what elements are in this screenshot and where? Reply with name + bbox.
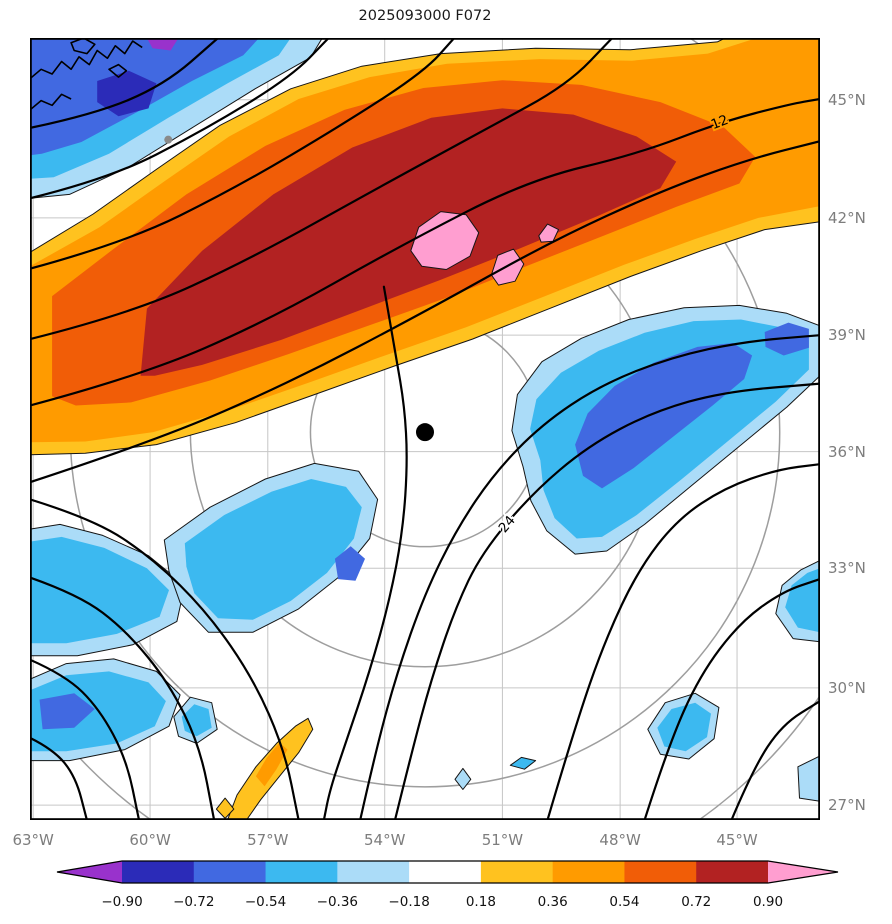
contour-line [730, 700, 820, 820]
colorbar-segment-white [409, 861, 482, 883]
colorbar-tick-label: −0.54 [245, 894, 286, 910]
contour-line [30, 38, 614, 341]
colorbar-segment-darkred [696, 861, 769, 883]
contour-line [30, 736, 88, 820]
contour-line [546, 463, 820, 820]
region-lowleft-west-sky [30, 536, 169, 644]
region-tiny-gold-diamond [215, 797, 235, 819]
region-pink-core-3 [538, 223, 559, 243]
colorbar-tick-label: −0.72 [173, 894, 214, 910]
gray-dot-marker [164, 135, 173, 144]
contour-line [393, 382, 820, 820]
region-tiny-dash-sky [509, 756, 537, 770]
colorbar-segment-sky [265, 861, 338, 883]
colorbar-tick-label: 0.54 [609, 894, 639, 910]
lat-tick-label: 45°N [828, 90, 866, 109]
colorbar-outline [56, 860, 839, 884]
contour-line [30, 498, 300, 820]
region-pink-core-main [410, 211, 480, 270]
lon-tick-label: 48°W [599, 831, 641, 849]
region-lowleft-diag-sky [184, 479, 362, 620]
contour-line [30, 140, 820, 484]
contour-line [643, 578, 820, 820]
colorbar-under-arrow [57, 861, 122, 883]
coastline-path [30, 93, 72, 111]
lon-tick-label: 54°W [363, 831, 406, 849]
region-tiny-diamond-light [454, 767, 472, 790]
colorbar-over-arrow [768, 861, 838, 883]
region-lowleft-diag-royal [334, 546, 365, 581]
contour-line [30, 576, 216, 820]
colorbar-segment-navy [122, 861, 195, 883]
lat-tick-label: 42°N [828, 208, 866, 227]
colorbar-tick-label: 0.72 [681, 894, 711, 910]
colorbar-segment-orange [552, 861, 625, 883]
region-rightedge-mid-sky [785, 568, 820, 633]
colorbar-tick-label: −0.90 [101, 894, 142, 910]
lon-tick-label: 63°W [12, 831, 54, 849]
colorbar-segment-gold [480, 861, 554, 883]
lat-tick-label: 30°N [828, 678, 866, 697]
colorbar-tick-label: 0.36 [538, 894, 568, 910]
region-corner-royal [39, 693, 95, 730]
colorbar-tick-label: −0.18 [388, 894, 429, 910]
colorbar-segment-light [337, 861, 410, 883]
lon-tick-label: 57°W [247, 831, 289, 849]
colorbar-tick-label: 0.18 [466, 894, 496, 910]
lat-tick-label: 36°N [828, 442, 866, 461]
contour-line [30, 97, 820, 407]
coastline-path [30, 40, 143, 80]
map-frame [30, 38, 820, 820]
contour-line [30, 38, 456, 270]
colorbar-segment-royal [193, 861, 267, 883]
lon-tick-label: 45°W [716, 831, 758, 849]
storm-center-marker [416, 423, 434, 442]
lat-tick-label: 39°N [828, 326, 866, 345]
region-topleft-navy [97, 70, 157, 117]
contour-line [359, 334, 820, 820]
lat-tick-label: 27°N [828, 796, 866, 815]
region-bottom-streak-orange [255, 742, 288, 787]
lon-tick-label: 51°W [481, 831, 524, 849]
contour-line [322, 285, 408, 820]
region-bottomright-sky [657, 702, 711, 752]
region-topleft-purple [146, 38, 179, 51]
region-pink-core-2 [490, 248, 525, 286]
lon-tick-label: 60°W [129, 831, 171, 849]
lat-tick-label: 33°N [828, 559, 866, 578]
colorbar: −0.90 −0.72 −0.54 −0.36 −0.18 0.18 0.36 0.54 0.7… [56, 860, 839, 910]
region-right-blue-royal-core [575, 343, 753, 489]
contour-line [30, 38, 220, 129]
figure-title: 2025093000 F072 [358, 8, 492, 24]
region-corner-blob-sky [181, 704, 212, 737]
coastline-path [108, 63, 128, 78]
colorbar-segment-redorange [624, 861, 697, 883]
colorbar-tick-label: 0.90 [753, 894, 783, 910]
region-right-blue-royal-streak [764, 322, 809, 356]
colorbar-tick-label: −0.36 [317, 894, 358, 910]
region-rightedge-low-light [797, 755, 820, 802]
contour-line [30, 658, 141, 820]
contour-line [30, 38, 330, 200]
